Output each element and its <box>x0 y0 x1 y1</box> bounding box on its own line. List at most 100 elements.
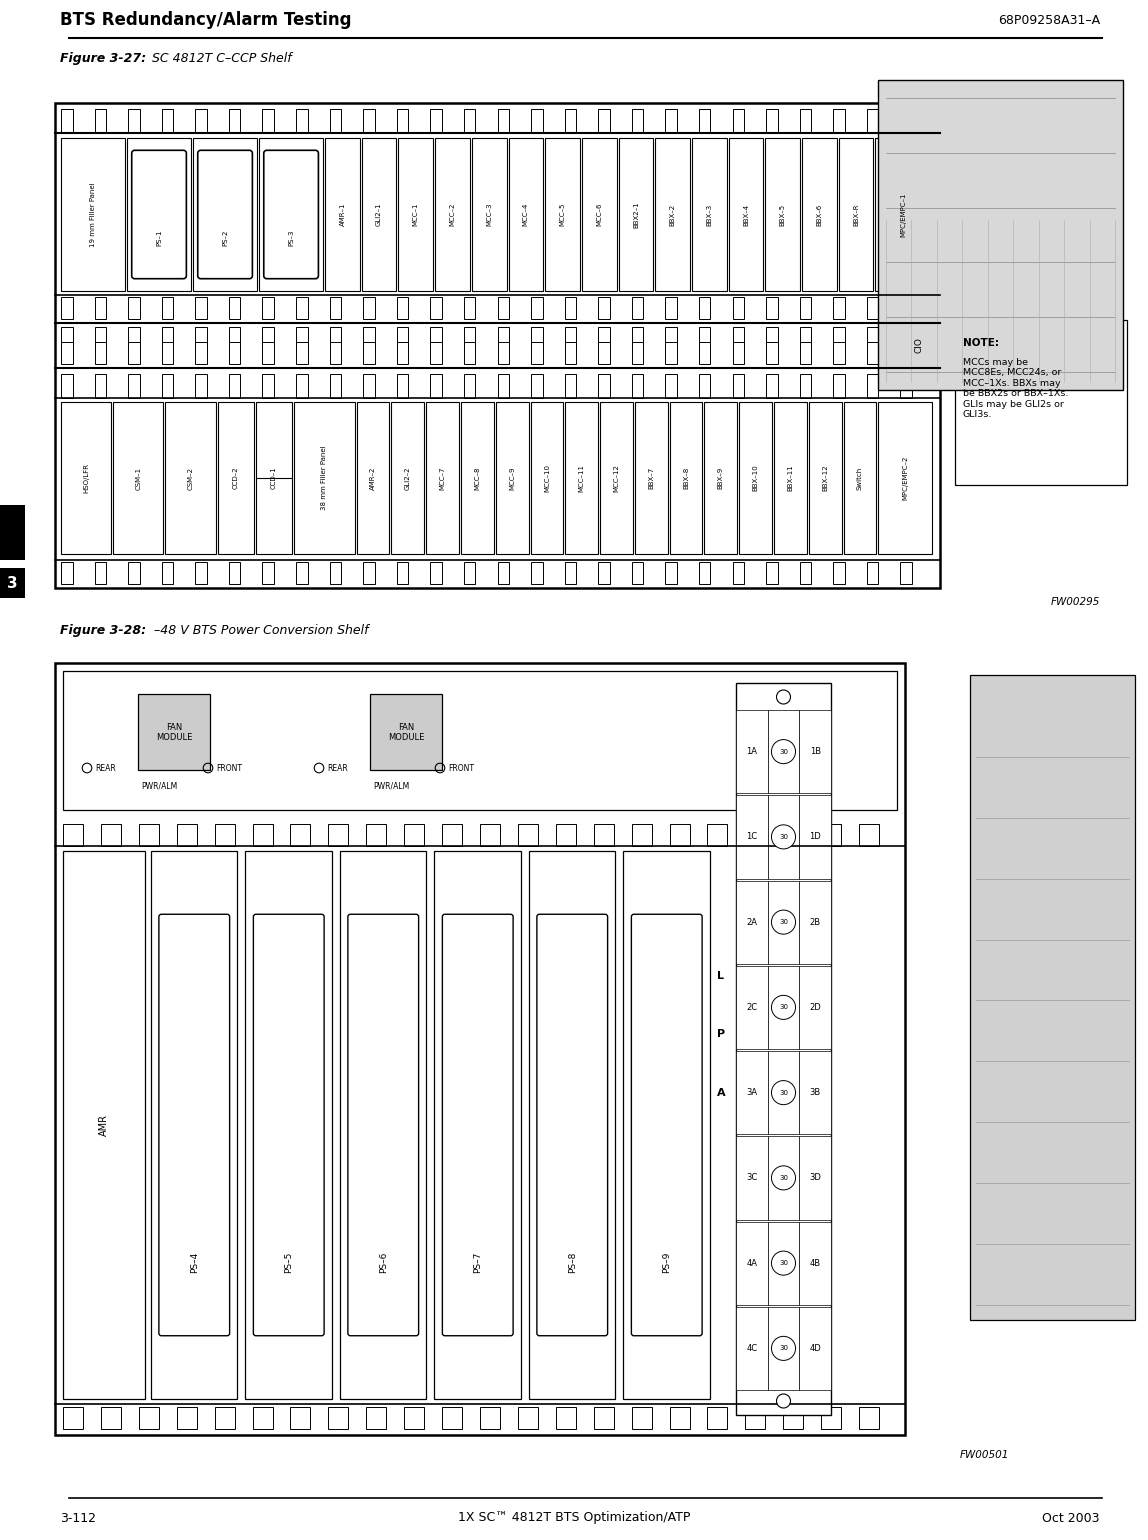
Bar <box>430 374 442 397</box>
Bar <box>867 374 878 397</box>
Bar <box>955 320 1127 485</box>
Bar <box>556 824 576 845</box>
Text: BBX–12: BBX–12 <box>822 465 828 491</box>
Text: A: A <box>716 1087 726 1098</box>
Bar <box>162 562 173 584</box>
Bar <box>366 824 386 845</box>
Bar <box>800 109 812 132</box>
Text: BBX–8: BBX–8 <box>683 467 689 490</box>
Text: FRONT: FRONT <box>216 764 242 773</box>
Bar <box>768 1221 799 1304</box>
Text: Oct 2003: Oct 2003 <box>1042 1511 1100 1525</box>
Bar <box>366 1408 386 1429</box>
Bar <box>565 402 598 554</box>
Text: PS–2: PS–2 <box>222 229 228 246</box>
Text: BBX2–1: BBX2–1 <box>633 202 639 228</box>
Bar <box>165 402 216 554</box>
Bar <box>768 1307 799 1391</box>
Bar <box>228 342 240 363</box>
Bar <box>464 297 475 319</box>
Bar <box>736 1221 768 1304</box>
Text: AMR–1: AMR–1 <box>340 203 346 226</box>
Bar <box>732 562 744 584</box>
Bar <box>215 824 234 845</box>
Bar <box>496 402 528 554</box>
Bar <box>532 562 543 584</box>
Text: 68P09258A31–A: 68P09258A31–A <box>998 14 1100 26</box>
Bar <box>900 374 912 397</box>
Bar <box>598 297 610 319</box>
Circle shape <box>771 910 796 935</box>
Bar <box>162 342 173 363</box>
Bar <box>63 1408 83 1429</box>
Bar <box>666 297 677 319</box>
Bar <box>94 326 106 350</box>
Bar <box>162 374 173 397</box>
Bar <box>329 109 341 132</box>
Bar <box>497 342 509 363</box>
Bar <box>177 1408 196 1429</box>
Bar <box>296 297 308 319</box>
Bar <box>800 326 812 350</box>
Bar <box>598 562 610 584</box>
Bar <box>195 374 207 397</box>
Bar <box>497 297 509 319</box>
Bar <box>430 297 442 319</box>
Text: PS–3: PS–3 <box>288 229 294 246</box>
Bar <box>329 326 341 350</box>
Bar <box>426 402 459 554</box>
Bar <box>63 671 897 810</box>
Bar <box>263 342 274 363</box>
Bar <box>398 139 433 291</box>
Text: 1A: 1A <box>746 747 758 756</box>
Text: BBX–7: BBX–7 <box>649 467 654 490</box>
Bar <box>821 1408 841 1429</box>
Bar <box>162 109 173 132</box>
Bar <box>61 326 72 350</box>
Bar <box>666 562 677 584</box>
Bar <box>363 342 374 363</box>
Text: 30: 30 <box>779 833 788 839</box>
Bar <box>195 297 207 319</box>
Bar <box>397 326 409 350</box>
Text: AMR–2: AMR–2 <box>370 467 377 490</box>
Bar <box>263 326 274 350</box>
Bar <box>404 1408 424 1429</box>
Bar <box>434 852 521 1398</box>
Bar <box>867 326 878 350</box>
Bar <box>631 297 643 319</box>
Bar <box>397 297 409 319</box>
Bar <box>296 374 308 397</box>
Bar <box>878 402 932 554</box>
Bar <box>472 139 506 291</box>
Text: 4D: 4D <box>809 1344 821 1352</box>
Text: 2C: 2C <box>746 1003 758 1012</box>
Bar <box>800 374 812 397</box>
Bar <box>736 1307 768 1391</box>
Text: FAN
MODULE: FAN MODULE <box>388 722 425 742</box>
Bar <box>766 109 777 132</box>
Bar <box>666 109 677 132</box>
Bar <box>859 824 879 845</box>
Text: MCC–10: MCC–10 <box>544 464 550 491</box>
Bar <box>63 852 145 1398</box>
Bar <box>464 109 475 132</box>
Text: PS–6: PS–6 <box>379 1252 388 1272</box>
Bar <box>363 109 374 132</box>
Bar <box>94 109 106 132</box>
Bar <box>532 342 543 363</box>
Bar <box>129 326 140 350</box>
Text: Switch: Switch <box>856 467 863 490</box>
Bar <box>55 103 940 588</box>
Bar <box>63 824 83 845</box>
Bar <box>666 326 677 350</box>
Text: FAN
MODULE: FAN MODULE <box>156 722 192 742</box>
Bar <box>565 326 576 350</box>
Bar <box>532 297 543 319</box>
Text: PWR/ALM: PWR/ALM <box>373 781 409 790</box>
Text: FRONT: FRONT <box>448 764 474 773</box>
Bar <box>631 1408 652 1429</box>
Text: FW00501: FW00501 <box>960 1451 1009 1460</box>
Text: AMR: AMR <box>99 1113 109 1137</box>
Bar <box>195 109 207 132</box>
